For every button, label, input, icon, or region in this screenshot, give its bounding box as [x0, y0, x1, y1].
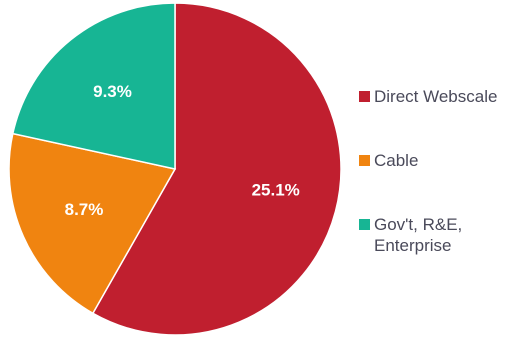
legend-swatch-cable [359, 155, 370, 166]
legend-item-govt-re-enterprise: Gov't, R&E, Enterprise [359, 214, 462, 256]
pie-slice-gov-t-r-e-enterprise [11, 2, 176, 170]
legend-label-cable: Cable [374, 151, 419, 170]
legend-item-cable: Cable [359, 150, 418, 171]
legend-swatch-direct-webscale [359, 91, 370, 102]
pie-slice-labels: 25.1% 8.7% 9.3% [65, 82, 300, 219]
legend-swatch-govt-re-enterprise [359, 219, 370, 230]
legend-item-direct-webscale: Direct Webscale [359, 86, 497, 107]
legend-label-govt-re-enterprise: Gov't, R&E, Enterprise [374, 215, 463, 255]
slice-label-cable: 8.7% [65, 200, 104, 219]
pie-slices [8, 2, 342, 336]
pie-slice-cable [8, 132, 177, 315]
slice-label-gov-t-r-e-enterprise: 9.3% [93, 82, 132, 101]
pie-slice-direct-webscale [91, 2, 342, 336]
slice-label-direct-webscale: 25.1% [252, 181, 300, 200]
legend-label-direct-webscale: Direct Webscale [374, 87, 498, 106]
